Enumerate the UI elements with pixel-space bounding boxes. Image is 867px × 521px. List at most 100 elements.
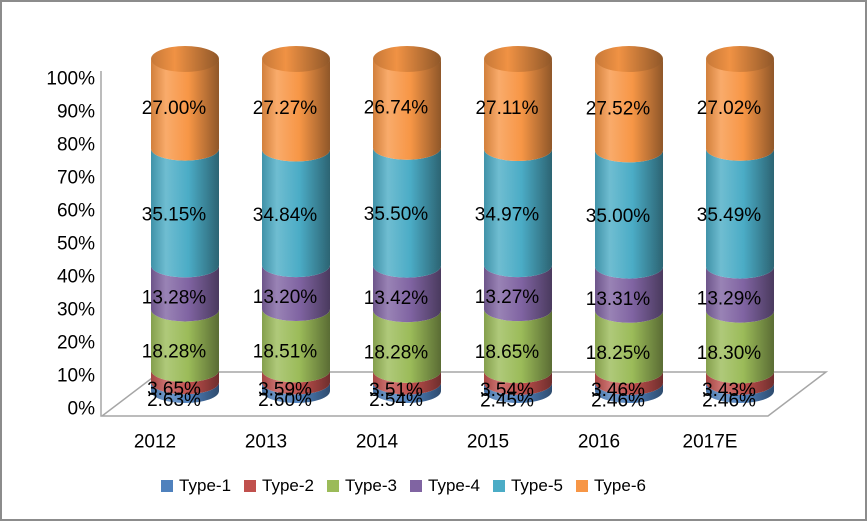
legend-swatch-type-4 <box>410 480 422 492</box>
cylinder-top-2016 <box>595 46 663 72</box>
legend-label: Type-2 <box>262 476 315 495</box>
cylinder-top-2015 <box>484 46 552 73</box>
floor-plane <box>99 371 829 417</box>
data-label-type-6-2016: 27.52% <box>586 99 651 120</box>
y-axis-tick-label: 0% <box>68 399 96 420</box>
y-axis-tick-label: 80% <box>57 135 95 156</box>
x-axis-label-2012: 2012 <box>134 432 176 453</box>
data-label-type-2-2017e: 3.43% <box>702 380 756 401</box>
bar-segment-type-3-2015 <box>484 309 552 384</box>
bar-segment-type-6-2015 <box>484 59 552 162</box>
data-label-type-2-2016: 3.46% <box>591 380 645 401</box>
data-label-type-2-2013: 3.59% <box>258 379 312 400</box>
legend-item-type-1: Type-1 <box>161 476 231 496</box>
bar-segment-type-5-2015 <box>484 149 552 278</box>
bar-segment-type-2-2012 <box>151 370 219 395</box>
bar-segment-type-3-2014 <box>373 310 441 383</box>
bar-segment-type-3-2016 <box>595 310 663 384</box>
y-axis-tick-label: 70% <box>57 168 95 189</box>
data-label-type-6-2014: 26.74% <box>364 97 429 118</box>
x-axis-label-2017e: 2017E <box>683 432 738 453</box>
legend-swatch-type-3 <box>327 480 340 492</box>
y-axis-tick-label: 10% <box>57 366 95 387</box>
data-label-type-4-2017e: 13.29% <box>697 289 762 310</box>
data-label-type-2-2015: 3.54% <box>480 380 534 401</box>
data-label-type-4-2015: 13.27% <box>475 287 540 308</box>
data-label-type-4-2013: 13.20% <box>253 287 318 308</box>
cylinder-top-2017e <box>706 46 774 73</box>
data-label-type-3-2016: 18.25% <box>586 343 651 364</box>
bar-segment-type-3-2017e <box>706 310 774 384</box>
data-label-type-1-2015: 2.45% <box>480 390 534 411</box>
bar-segment-type-4-2012 <box>151 265 219 322</box>
data-label-type-4-2014: 13.42% <box>364 288 429 309</box>
x-axis-label-2013: 2013 <box>245 432 287 453</box>
legend-item-type-5: Type-5 <box>492 476 563 496</box>
bar-segment-type-2-2014 <box>373 370 441 395</box>
cylinder-top-2014 <box>373 46 441 73</box>
data-label-type-3-2013: 18.51% <box>253 342 318 363</box>
data-label-type-5-2013: 34.84% <box>253 205 318 226</box>
data-label-type-1-2017e: 2.46% <box>702 390 756 411</box>
bar-segment-type-1-2014 <box>373 382 441 403</box>
bar-segment-type-5-2016 <box>595 150 663 279</box>
y-axis-tick-label: 90% <box>57 102 95 123</box>
bar-segment-type-2-2016 <box>595 371 663 395</box>
bar-segment-type-6-2012 <box>151 59 219 161</box>
data-label-type-4-2016: 13.31% <box>586 289 651 310</box>
x-axis-label-2014: 2014 <box>356 432 399 453</box>
bar-segment-type-6-2017e <box>706 59 774 161</box>
bar-segment-type-1-2013 <box>262 382 330 403</box>
data-label-type-4-2012: 13.28% <box>142 287 207 308</box>
legend-swatch-type-6 <box>575 480 588 492</box>
data-label-type-6-2017e: 27.02% <box>697 98 762 119</box>
cylinder-top-2013 <box>262 45 330 72</box>
bar-segment-type-1-2017e <box>706 382 774 403</box>
y-axis-tick-label: 40% <box>57 267 95 288</box>
legend-label: Type-3 <box>345 476 397 495</box>
bar-segment-type-6-2016 <box>595 59 663 163</box>
bar-segment-type-4-2014 <box>373 265 441 323</box>
x-axis-label-2016: 2016 <box>578 432 620 453</box>
legend-item-type-6: Type-6 <box>575 476 646 496</box>
bar-segment-type-5-2017e <box>706 148 774 279</box>
bar-segment-type-2-2015 <box>484 371 552 395</box>
bar-segment-type-2-2013 <box>262 370 330 395</box>
bar-segment-type-5-2012 <box>151 148 219 278</box>
y-axis-tick-label: 60% <box>57 201 95 222</box>
bar-segment-type-5-2014 <box>373 147 441 278</box>
legend-item-type-4: Type-4 <box>410 476 480 496</box>
data-label-type-2-2014: 3.51% <box>369 380 423 401</box>
bar-segment-type-4-2017e <box>706 266 774 323</box>
bar-segment-type-5-2013 <box>262 149 330 278</box>
data-label-type-6-2012: 27.00% <box>142 98 207 119</box>
bar-segment-type-1-2016 <box>595 382 663 403</box>
legend-swatch-type-5 <box>492 480 505 492</box>
legend-label: Type-1 <box>179 476 232 495</box>
data-label-type-1-2016: 2.46% <box>591 390 645 411</box>
y-axis-tick-label: 20% <box>57 333 95 354</box>
cylinder-top-2012 <box>151 46 219 73</box>
legend-swatch-type-1 <box>161 480 174 492</box>
legend-swatch-type-2 <box>244 480 257 492</box>
data-label-type-3-2015: 18.65% <box>475 342 540 363</box>
y-axis-tick-label: 30% <box>57 300 95 321</box>
data-label-type-1-2014: 2.54% <box>369 390 423 411</box>
x-axis-label-2015: 2015 <box>467 432 509 453</box>
legend-label: Type-5 <box>510 476 563 495</box>
bar-segment-type-4-2016 <box>595 266 663 323</box>
legend-item-type-3: Type-3 <box>327 476 397 496</box>
bar-segment-type-3-2012 <box>151 309 219 383</box>
legend-item-type-2: Type-2 <box>244 476 314 496</box>
legend-label: Type-4 <box>428 476 480 495</box>
data-label-type-3-2017e: 18.30% <box>697 343 762 364</box>
data-label-type-5-2017e: 35.49% <box>697 205 762 226</box>
bar-segment-type-4-2013 <box>262 265 330 321</box>
data-label-type-3-2012: 18.28% <box>142 342 207 363</box>
bar-segment-type-6-2014 <box>373 59 441 160</box>
data-label-type-6-2015: 27.11% <box>475 98 538 119</box>
data-label-type-1-2013: 2.60% <box>258 390 312 411</box>
bar-segment-type-4-2015 <box>484 265 552 322</box>
